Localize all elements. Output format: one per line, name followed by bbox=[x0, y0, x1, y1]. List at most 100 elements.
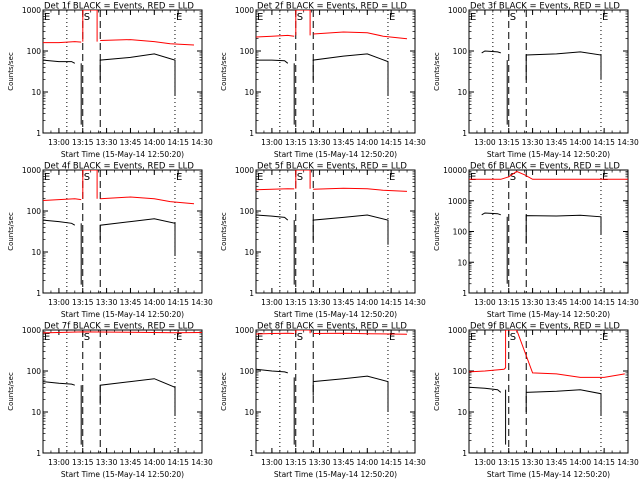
y-tick-label: 10 bbox=[244, 408, 254, 417]
lld-line bbox=[256, 34, 295, 38]
y-tick-label: 100 bbox=[27, 207, 42, 216]
marker-label: E bbox=[176, 12, 182, 23]
marker-label: S bbox=[297, 12, 303, 23]
marker-label: E bbox=[176, 332, 182, 343]
subplot-det-9: Det 9f BLACK = Events, RED = LLD Counts/s… bbox=[433, 322, 639, 480]
marker-label: S bbox=[84, 172, 90, 183]
events-line bbox=[312, 214, 389, 245]
events-line bbox=[99, 378, 176, 416]
lld-line bbox=[313, 187, 408, 192]
events-series bbox=[256, 214, 389, 285]
lld-line bbox=[43, 41, 82, 44]
plot-title: Det 8f BLACK = Events, RED = LLD bbox=[257, 322, 407, 332]
events-series bbox=[256, 53, 389, 125]
x-tick-label: 13:45 bbox=[333, 138, 355, 147]
events-line bbox=[525, 51, 602, 80]
marker-label: E bbox=[44, 332, 50, 343]
events-series bbox=[481, 212, 602, 284]
y-tick-label: 10 bbox=[31, 408, 41, 417]
events-line bbox=[43, 59, 76, 64]
plot-title: Det 2f BLACK = Events, RED = LLD bbox=[257, 2, 407, 12]
y-tick-label: 1000 bbox=[22, 6, 41, 15]
events-line bbox=[481, 212, 501, 216]
events-series bbox=[469, 386, 602, 445]
events-series bbox=[481, 50, 602, 125]
events-line bbox=[43, 219, 76, 226]
subplot-det-3: Det 3f BLACK = Events, RED = LLD Counts/s… bbox=[433, 2, 639, 160]
x-axis-label: Start Time (15-May-14 12:50:20) bbox=[61, 470, 184, 479]
marker-label: E bbox=[470, 12, 476, 23]
subplot-det-5: Det 5f BLACK = Events, RED = LLD Counts/s… bbox=[220, 162, 426, 320]
lld-line bbox=[295, 10, 311, 36]
x-axis-label: Start Time (15-May-14 12:50:20) bbox=[487, 310, 610, 319]
marker-label: E bbox=[602, 12, 608, 23]
x-tick-label: 13:15 bbox=[285, 298, 307, 307]
x-tick-label: 13:15 bbox=[285, 138, 307, 147]
y-tick-label: 1000 bbox=[448, 6, 467, 15]
events-line bbox=[256, 368, 288, 374]
marker-label: S bbox=[510, 12, 516, 23]
x-axis-label: Start Time (15-May-14 12:50:20) bbox=[487, 150, 610, 159]
lld-line bbox=[295, 330, 311, 334]
y-tick-label: 1 bbox=[249, 449, 254, 458]
x-tick-label: 14:30 bbox=[191, 458, 213, 467]
y-tick-label: 100 bbox=[27, 367, 42, 376]
subplot-det-1: Det 1f BLACK = Events, RED = LLD Counts/s… bbox=[7, 2, 213, 160]
y-axis-label: Counts/sec bbox=[433, 212, 441, 251]
events-line bbox=[256, 59, 289, 64]
y-tick-label: 10000 bbox=[443, 166, 467, 175]
marker-label: S bbox=[297, 332, 303, 343]
marker-label: E bbox=[257, 172, 263, 183]
events-line bbox=[312, 375, 389, 412]
y-tick-label: 1 bbox=[36, 289, 41, 298]
x-tick-label: 13:15 bbox=[285, 458, 307, 467]
x-tick-label: 13:30 bbox=[309, 138, 331, 147]
x-tick-label: 14:00 bbox=[356, 138, 378, 147]
x-tick-label: 13:00 bbox=[474, 298, 496, 307]
marker-label: E bbox=[470, 332, 476, 343]
plot-title: Det 7f BLACK = Events, RED = LLD bbox=[44, 322, 194, 332]
marker-label: E bbox=[470, 172, 476, 183]
marker-label: S bbox=[510, 332, 516, 343]
lld-series bbox=[256, 330, 408, 335]
x-axis-label: Start Time (15-May-14 12:50:20) bbox=[487, 470, 610, 479]
subplot-det-7: Det 7f BLACK = Events, RED = LLD Counts/s… bbox=[7, 322, 213, 480]
x-tick-label: 14:00 bbox=[143, 138, 165, 147]
x-tick-label: 13:45 bbox=[333, 458, 355, 467]
events-series bbox=[256, 368, 389, 445]
x-tick-label: 13:30 bbox=[309, 458, 331, 467]
y-tick-label: 100 bbox=[453, 228, 468, 237]
x-tick-label: 14:00 bbox=[569, 138, 591, 147]
y-axis-label: Counts/sec bbox=[220, 372, 228, 411]
events-line bbox=[481, 50, 501, 54]
x-tick-label: 14:00 bbox=[569, 458, 591, 467]
lld-line bbox=[469, 330, 625, 378]
lld-series bbox=[469, 330, 625, 378]
x-tick-label: 14:30 bbox=[191, 298, 213, 307]
plot-title: Det 6f BLACK = Events, RED = LLD bbox=[470, 162, 620, 172]
x-axis-label: Start Time (15-May-14 12:50:20) bbox=[274, 310, 397, 319]
x-tick-label: 14:15 bbox=[167, 138, 189, 147]
lld-line bbox=[82, 10, 98, 42]
x-tick-label: 13:00 bbox=[261, 298, 283, 307]
lld-line bbox=[313, 31, 408, 40]
y-axis-label: Counts/sec bbox=[220, 52, 228, 91]
y-tick-label: 1000 bbox=[235, 6, 254, 15]
x-tick-label: 13:30 bbox=[96, 298, 118, 307]
x-tick-label: 14:00 bbox=[143, 298, 165, 307]
x-tick-label: 14:30 bbox=[191, 138, 213, 147]
x-tick-label: 13:45 bbox=[546, 298, 568, 307]
marker-label: E bbox=[389, 172, 395, 183]
lld-line bbox=[256, 332, 295, 335]
x-axis-label: Start Time (15-May-14 12:50:20) bbox=[274, 470, 397, 479]
events-line bbox=[525, 389, 602, 416]
subplot-det-2: Det 2f BLACK = Events, RED = LLD Counts/s… bbox=[220, 2, 426, 160]
lld-line bbox=[295, 170, 311, 189]
lld-series bbox=[469, 170, 628, 180]
y-tick-label: 1000 bbox=[235, 326, 254, 335]
x-tick-label: 14:00 bbox=[356, 458, 378, 467]
x-tick-label: 14:15 bbox=[593, 458, 615, 467]
lld-line bbox=[256, 188, 295, 191]
marker-label: E bbox=[176, 172, 182, 183]
